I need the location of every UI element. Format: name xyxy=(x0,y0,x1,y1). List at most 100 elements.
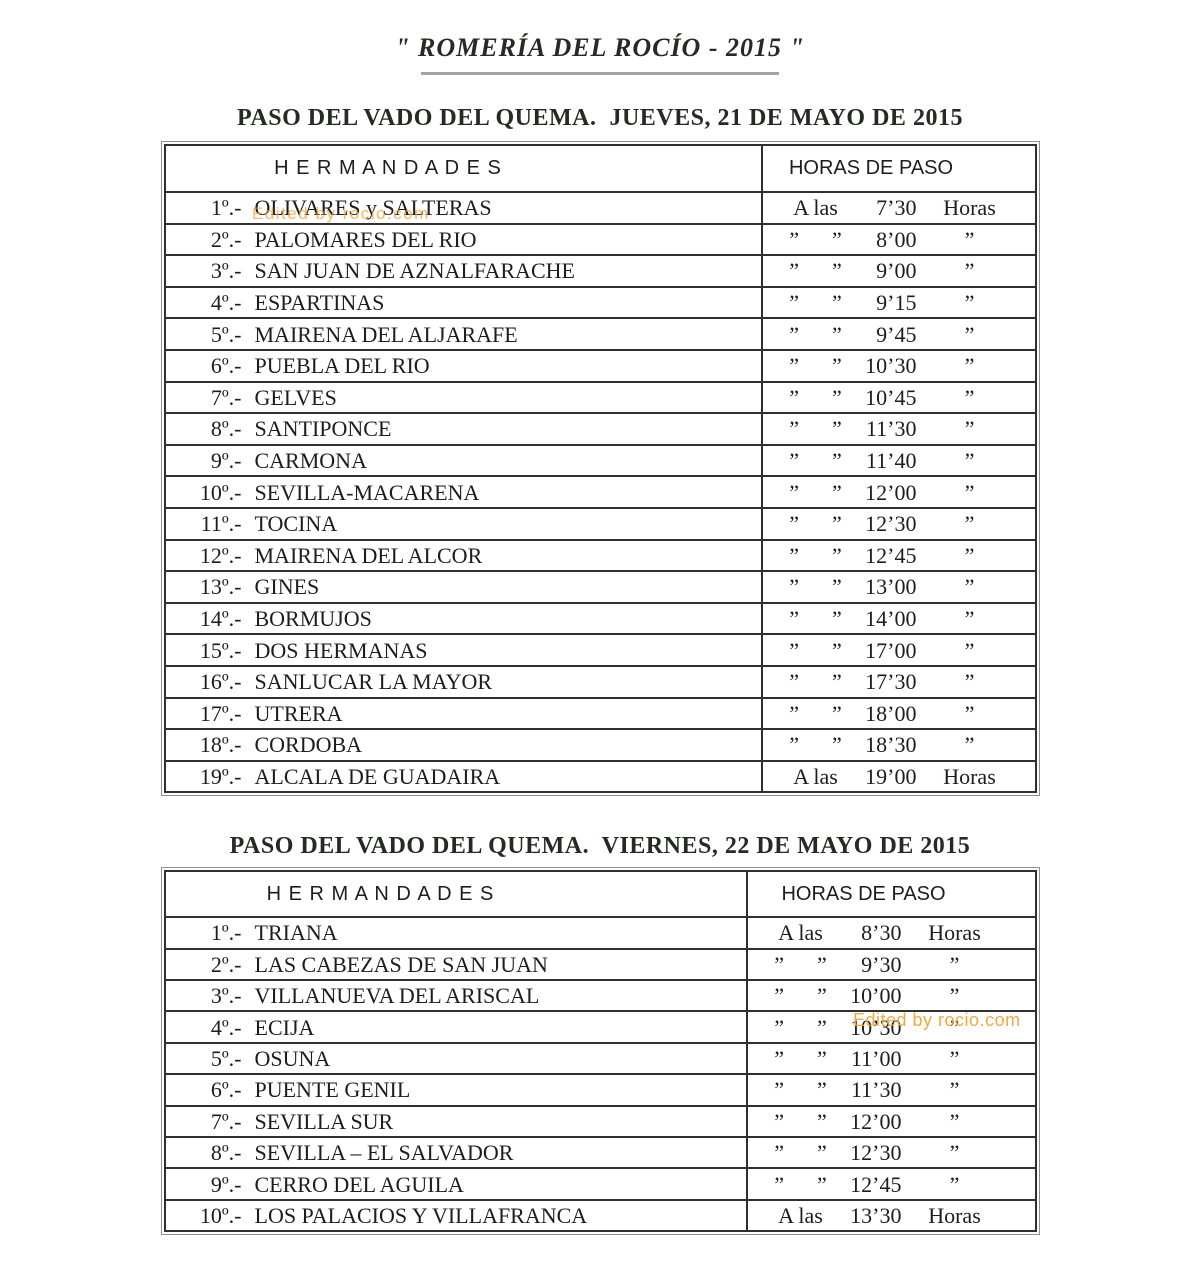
row-time-cell: ” ” 9’30 ” xyxy=(745,949,1035,980)
time-suffix: ” xyxy=(949,1108,960,1134)
time-prefix: ” ” xyxy=(789,732,842,758)
row-time-cell: A las 8’30 Horas xyxy=(745,918,1035,948)
table-row: 4º.- ECIJA ” ” 10’30 ” xyxy=(165,1010,1035,1042)
time-prefix: ” ” xyxy=(789,258,842,284)
time-prefix: ” ” xyxy=(789,448,842,474)
row-time-cell: A las 19’00 Horas xyxy=(760,761,1035,792)
time-prefix: ” ” xyxy=(789,226,842,252)
time-suffix: ” xyxy=(964,416,975,442)
row-ordinal: 4º.- xyxy=(210,290,242,316)
table-row: 10º.- SEVILLA-MACARENA ” ” 12’00 ” xyxy=(165,475,1035,507)
row-time-cell: ” ” 10’45 ” xyxy=(760,382,1035,413)
time-suffix: ” xyxy=(964,290,975,316)
time-value: 10’30 xyxy=(865,353,917,379)
time-suffix: ” xyxy=(964,669,975,695)
row-time-cell: ” ” 17’00 ” xyxy=(760,635,1035,665)
table-row: 1º.- OLIVARES y SALTERAS A las 7’30 Hora… xyxy=(165,191,1035,223)
row-hermandad-name: SANLUCAR LA MAYOR xyxy=(254,669,493,695)
row-hermandad-name: SEVILLA-MACARENA xyxy=(254,479,480,505)
row-time-cell: A las 13’30 Horas xyxy=(745,1200,1035,1231)
time-suffix: ” xyxy=(949,983,960,1009)
table-row: 8º.- SANTIPONCE ” ” 11’30 ” xyxy=(165,412,1035,444)
table-row: 1º.- TRIANA A las 8’30 Horas xyxy=(165,916,1035,948)
table-header-row: H E R M A N D A D E S HORAS DE PASO xyxy=(166,146,1035,191)
time-value: 11’30 xyxy=(865,416,917,442)
time-value: 11’40 xyxy=(865,448,917,474)
time-suffix: ” xyxy=(949,1077,960,1103)
document-title: " ROMERÍA DEL ROCÍO - 2015 " xyxy=(395,33,805,62)
time-value: 12’00 xyxy=(850,1108,902,1134)
table-row: 10º.- LOS PALACIOS Y VILLAFRANCA A las 1… xyxy=(165,1198,1035,1231)
table-row: 8º.- SEVILLA – EL SALVADOR ” ” 12’30 ” xyxy=(165,1136,1035,1168)
row-hermandad-name: TRIANA xyxy=(254,920,338,946)
section-heading-jueves: PASO DEL VADO DEL QUEMA. JUEVES, 21 DE M… xyxy=(237,105,963,131)
row-time-cell: ” ” 10’30 ” xyxy=(745,1012,1035,1042)
row-ordinal: 7º.- xyxy=(210,1108,242,1134)
row-time-cell: ” ” 10’30 ” xyxy=(760,350,1035,381)
table-row: 5º.- MAIRENA DEL ALJARAFE ” ” 9’45 ” xyxy=(165,317,1035,349)
row-ordinal: 19º.- xyxy=(199,763,242,789)
row-hermandad-name: MAIRENA DEL ALCOR xyxy=(254,542,483,568)
time-prefix: ” ” xyxy=(789,637,842,663)
table-row: 15º.- DOS HERMANAS ” ” 17’00 ” xyxy=(165,633,1035,665)
row-hermandad-name: OLIVARES y SALTERAS xyxy=(254,195,492,221)
time-value: 18’30 xyxy=(865,732,917,758)
watermark-edited-by-rocio: Edited by rocio.com xyxy=(853,1010,1021,1030)
row-time-cell: ” ” 12’00 ” xyxy=(745,1106,1035,1137)
time-value: 13’00 xyxy=(865,574,917,600)
time-value: 12’30 xyxy=(865,511,917,537)
row-ordinal: 8º.- xyxy=(210,1140,242,1166)
row-time-cell: ” ” 14’00 ” xyxy=(760,603,1035,634)
time-suffix: ” xyxy=(964,637,975,663)
row-ordinal: 10º.- xyxy=(199,1202,242,1228)
row-ordinal: 7º.- xyxy=(210,384,242,410)
time-suffix: Horas xyxy=(928,1202,981,1228)
time-value: 18’00 xyxy=(865,700,917,726)
row-ordinal: 2º.- xyxy=(210,951,242,977)
schedule-table-inner: H E R M A N D A D E S HORAS DE PASO 1º.-… xyxy=(163,870,1037,1233)
table-row: 9º.- CERRO DEL AGUILA ” ” 12’45 ” xyxy=(165,1167,1035,1199)
row-ordinal: 4º.- xyxy=(210,1014,242,1040)
row-hermandad-name: LAS CABEZAS DE SAN JUAN xyxy=(254,951,548,977)
row-ordinal: 10º.- xyxy=(199,479,242,505)
row-time-cell: ” ” 8’00 ” xyxy=(760,224,1035,255)
row-hermandad-name: ECIJA xyxy=(254,1014,315,1040)
row-hermandad-name: ESPARTINAS xyxy=(254,290,385,316)
row-hermandad-name: DOS HERMANAS xyxy=(254,637,428,663)
time-prefix: ” ” xyxy=(774,1108,827,1134)
row-time-cell: ” ” 12’45 ” xyxy=(760,540,1035,571)
row-time-cell: A las 7’30 Horas xyxy=(760,193,1035,223)
row-hermandad-name: MAIRENA DEL ALJARAFE xyxy=(254,321,518,347)
row-ordinal: 3º.- xyxy=(210,258,242,284)
row-hermandad-name: CARMONA xyxy=(254,448,367,474)
row-ordinal: 5º.- xyxy=(210,321,242,347)
time-value: 8’00 xyxy=(876,226,917,252)
time-suffix: ” xyxy=(964,479,975,505)
table-rows: 1º.- OLIVARES y SALTERAS A las 7’30 Hora… xyxy=(165,191,1035,792)
table-row: 3º.- SAN JUAN DE AZNALFARACHE ” ” 9’00 ” xyxy=(165,254,1035,286)
table-row: 2º.- LAS CABEZAS DE SAN JUAN ” ” 9’30 ” xyxy=(165,947,1035,980)
row-time-cell: ” ” 13’00 ” xyxy=(760,572,1035,602)
table-row: 7º.- GELVES ” ” 10’45 ” xyxy=(165,380,1035,413)
row-time-cell: ” ” 18’30 ” xyxy=(760,730,1035,760)
time-suffix: ” xyxy=(949,1046,960,1072)
row-ordinal: 13º.- xyxy=(199,574,242,600)
time-value: 11’00 xyxy=(850,1046,902,1072)
time-suffix: Horas xyxy=(928,920,981,946)
row-time-cell: ” ” 10’00 ” xyxy=(745,981,1035,1011)
row-hermandad-name: OSUNA xyxy=(254,1046,331,1072)
title-underline xyxy=(421,72,779,75)
time-suffix: ” xyxy=(964,448,975,474)
row-time-cell: ” ” 9’15 ” xyxy=(760,287,1035,318)
row-hermandad-name: PUEBLA DEL RIO xyxy=(254,353,430,379)
row-hermandad-name: BORMUJOS xyxy=(254,606,372,632)
time-value: 19’00 xyxy=(865,763,917,789)
row-hermandad-name: SEVILLA – EL SALVADOR xyxy=(254,1140,514,1166)
row-time-cell: ” ” 12’00 ” xyxy=(760,477,1035,507)
time-value: 9’00 xyxy=(876,258,917,284)
row-hermandad-name: CERRO DEL AGUILA xyxy=(254,1171,464,1197)
time-value: 11’30 xyxy=(850,1077,902,1103)
time-suffix: Horas xyxy=(943,763,996,789)
time-value: 9’45 xyxy=(876,321,917,347)
time-value: 9’15 xyxy=(876,290,917,316)
